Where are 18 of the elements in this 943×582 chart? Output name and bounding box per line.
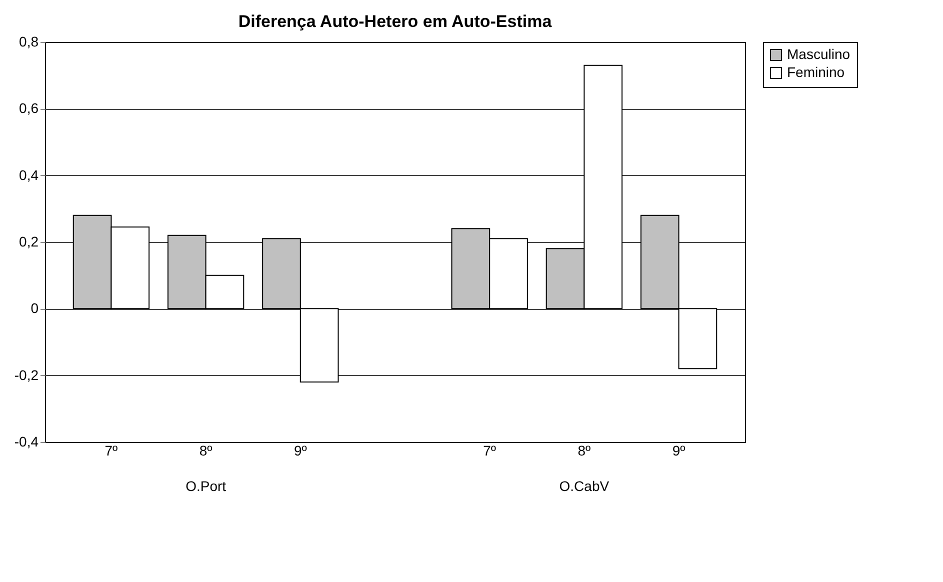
y-tick-label: -0,4 [14,434,39,450]
y-tick-label: 0 [30,300,39,316]
x-tick-label: 9º [294,442,307,458]
x-tick-label: 8º [578,442,591,458]
x-tick-label: 7º [483,442,496,458]
y-tick-label: 0,6 [19,100,39,116]
y-tick-label: 0,4 [19,166,39,183]
legend-label: Feminino [787,64,845,80]
text: O.Port [186,478,226,494]
y-tick-label: 0,8 [19,34,39,50]
y-tick-label: -0,2 [14,366,39,383]
x-tick-label: 7º [104,442,118,458]
x-tick-label: 8º [199,442,212,458]
chart-title: Diferença Auto-Hetero em Auto-Estima [238,12,552,31]
legend-label: Masculino [787,46,850,62]
text: O.CabV [559,478,610,494]
x-tick-label: 9º [672,442,686,458]
y-tick-label: 0,2 [19,234,39,250]
